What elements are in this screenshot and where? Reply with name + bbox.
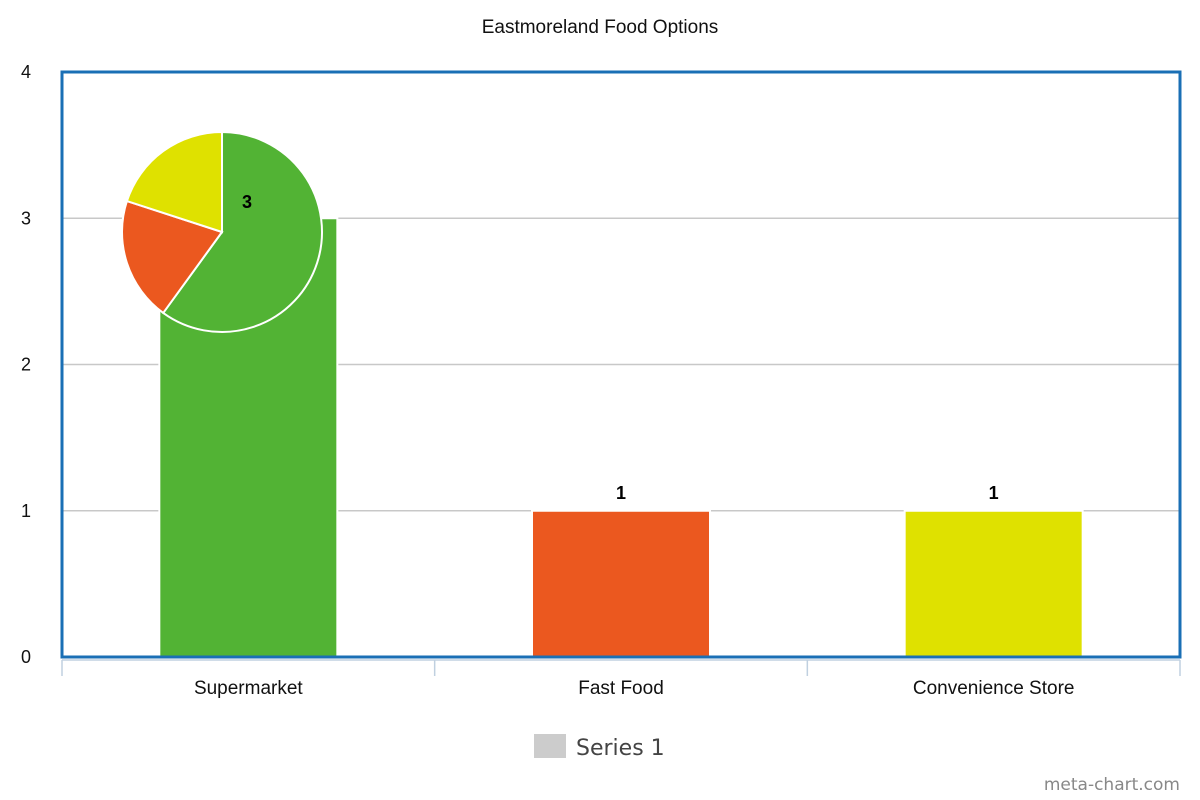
pie-slice <box>161 130 323 333</box>
y-tick-label: 1 <box>21 501 31 521</box>
inset-pie-chart <box>121 130 323 333</box>
legend[interactable]: Series 1 <box>534 734 665 761</box>
data-label: 1 <box>616 483 626 503</box>
pie-slice <box>125 130 223 234</box>
plot-frame <box>60 70 1182 659</box>
legend-swatch <box>534 734 566 758</box>
x-tick-label: Supermarket <box>194 678 303 699</box>
chart-title: Eastmoreland Food Options <box>482 17 719 38</box>
bar-convenience-store[interactable] <box>903 509 1084 658</box>
data-label: 1 <box>989 483 999 503</box>
pie-slice <box>121 199 224 315</box>
y-tick-label: 0 <box>21 647 31 667</box>
data-label: 3 <box>242 192 252 212</box>
y-tick-label: 2 <box>21 355 31 375</box>
data-labels: 3 1 1 <box>242 192 999 503</box>
watermark: meta-chart.com <box>1044 775 1180 795</box>
y-tick-label: 3 <box>21 208 31 228</box>
legend-label: Series 1 <box>576 736 665 761</box>
bar-fast-food[interactable] <box>531 509 711 658</box>
x-tick-label: Convenience Store <box>913 678 1075 699</box>
x-tick-label: Fast Food <box>578 678 664 699</box>
axes: 0 1 2 3 4 Supermarket Fast Food Convenience Sto… <box>21 62 1181 699</box>
y-tick-label: 4 <box>21 62 31 82</box>
